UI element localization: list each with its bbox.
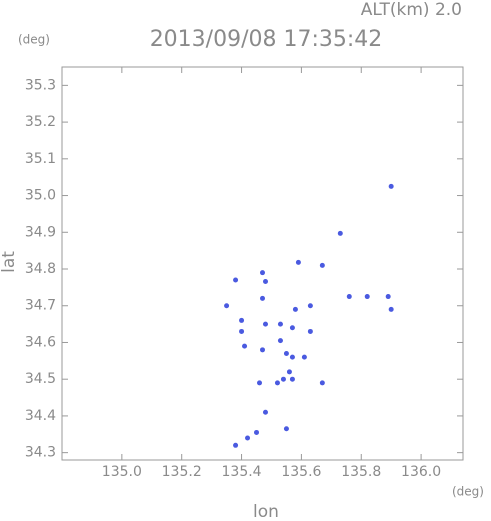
echo (277, 321, 283, 327)
echo (289, 354, 295, 360)
plot-frame (61, 66, 464, 461)
echo (319, 262, 325, 268)
y-label: lat (0, 251, 19, 273)
x-tick-label: 135.8 (341, 464, 381, 480)
echo (364, 294, 370, 300)
echo (224, 303, 230, 309)
y-tick-label: 35.1 (25, 151, 56, 167)
echo (388, 183, 394, 189)
y-tick-label: 35.2 (25, 114, 56, 130)
echo (385, 294, 391, 300)
y-tick-label: 35.0 (25, 188, 56, 204)
echo (289, 325, 295, 331)
echo (292, 306, 298, 312)
echo (260, 270, 265, 276)
echo (307, 328, 313, 334)
echo (260, 347, 265, 353)
y-tick-label: 34.7 (25, 298, 56, 314)
y-tick-label: 34.9 (25, 224, 56, 240)
y-tick-label: 34.8 (25, 261, 56, 277)
echo (283, 350, 289, 356)
y-tick-label: 34.5 (25, 371, 56, 387)
x-tick-label: 135.4 (222, 464, 262, 480)
chart-title: 2013/09/08 17:35:42 (150, 27, 383, 52)
echo (280, 376, 286, 382)
y-tick-label: 34.3 (25, 445, 56, 461)
x-unit: (deg) (452, 485, 484, 499)
echo (233, 277, 239, 283)
echo (262, 409, 268, 415)
echo (337, 230, 343, 236)
x-tick-label: 135.6 (281, 464, 321, 480)
echo (286, 369, 292, 375)
echo (239, 328, 245, 334)
x-tick-label: 135.0 (102, 464, 142, 480)
echo (289, 376, 295, 382)
y-tick-label: 34.6 (25, 334, 56, 350)
echo (295, 259, 301, 265)
echo (233, 442, 239, 448)
echo (277, 338, 283, 344)
echo (388, 306, 394, 312)
x-tick-label: 136.0 (401, 464, 441, 480)
echo (319, 380, 325, 386)
echo (262, 278, 268, 284)
echo (274, 380, 280, 386)
echo (260, 295, 265, 301)
y-tick-label: 34.4 (25, 408, 56, 424)
echo (257, 380, 263, 386)
echo (301, 354, 307, 360)
echo (262, 321, 268, 327)
echo (254, 429, 260, 435)
echo (283, 426, 289, 432)
echo (307, 303, 313, 309)
echo (239, 317, 245, 323)
echo (242, 343, 248, 349)
altitude: ALT(km) 2.0 (361, 0, 462, 20)
echo (346, 294, 352, 300)
y-unit: (deg) (18, 33, 50, 47)
y-tick-label: 35.3 (25, 77, 56, 93)
x-tick-label: 135.2 (162, 464, 202, 480)
x-label: lon (253, 502, 279, 521)
echo (245, 435, 251, 441)
